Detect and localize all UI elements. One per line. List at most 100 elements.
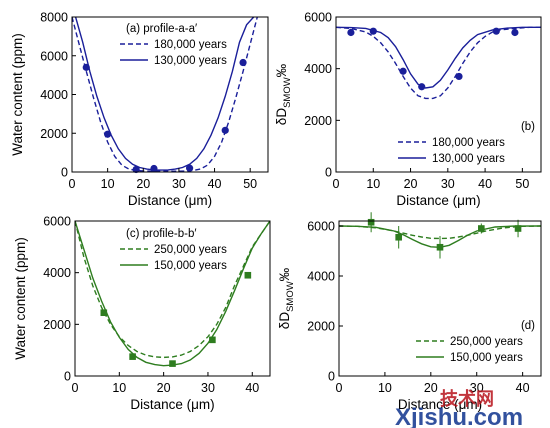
y-label-unit: ‰: [277, 267, 292, 281]
y-label-sub: SMOW: [285, 281, 296, 312]
y-label-main: δD: [274, 108, 289, 126]
data-point: [492, 27, 500, 35]
legend-title: (a) profile-a-a′: [126, 23, 197, 35]
legend-title: (d): [521, 320, 535, 332]
watermark-latin: Xjishu.com: [395, 404, 523, 428]
chart-panel-a: 0 10 20 30 40 50 0 2000 4000 6000 8000 Distance (μm…: [10, 11, 269, 208]
y-tick-label: 8000: [40, 11, 68, 25]
legend-entry: 250,000 years: [450, 336, 523, 348]
data-point: [347, 28, 355, 37]
data-point: [399, 67, 407, 75]
data-point: [186, 164, 194, 172]
series-line-a-0: [72, 17, 258, 172]
data-point: [244, 271, 252, 279]
x-tick-label: 30: [201, 381, 215, 395]
data-point: [129, 353, 136, 360]
y-axis-label: Water content (ppm): [10, 33, 25, 156]
plot-frame: [335, 16, 542, 173]
x-tick-label: 30: [441, 177, 455, 191]
y-label-sub: SMOW: [282, 77, 293, 108]
chart-panel-d: 0 10 20 30 40 0 2000 4000 6000 Distance (μm) δDSMO…: [277, 212, 542, 412]
data-point: [455, 72, 463, 81]
legend-entry: 150,000 years: [450, 352, 523, 364]
y-tick-label: 0: [64, 370, 71, 384]
legend-entry: 150,000 years: [154, 260, 227, 272]
y-tick-label: 6000: [40, 49, 68, 63]
x-tick-label: 0: [336, 381, 343, 395]
y-tick-label: 0: [61, 166, 68, 180]
plot-frame: [74, 220, 271, 377]
series-line-a-1: [74, 17, 255, 171]
y-tick-label: 2000: [307, 320, 335, 334]
x-tick-label: 10: [112, 381, 126, 395]
y-tick-label: 4000: [307, 270, 335, 284]
x-tick-label: 0: [69, 177, 76, 191]
data-point: [209, 336, 216, 344]
x-tick-label: 10: [101, 177, 115, 191]
series-line-c-0: [75, 221, 270, 359]
x-tick-label: 40: [516, 381, 530, 395]
data-point: [169, 360, 176, 367]
series-line-b-1: [336, 26, 541, 89]
y-tick-label: 2000: [43, 318, 71, 332]
series-line-c-1: [75, 221, 270, 367]
data-point: [514, 225, 522, 232]
y-tick-label: 0: [325, 166, 332, 180]
x-tick-label: 40: [245, 381, 259, 395]
chart-panel-b: 0 10 20 30 40 50 0 2000 4000 6000 Distance (μm) δDS…: [274, 11, 542, 208]
data-point: [100, 309, 108, 317]
data-point: [478, 225, 485, 232]
series-line-d-1: [339, 225, 541, 249]
legend-entry: 130,000 years: [432, 153, 505, 165]
legend-entry: 180,000 years: [154, 39, 227, 51]
x-tick-label: 20: [136, 177, 150, 191]
x-tick-label: 30: [172, 177, 186, 191]
x-tick-label: 0: [72, 381, 79, 395]
y-tick-label: 4000: [43, 266, 71, 280]
x-tick-label: 50: [515, 177, 529, 191]
chart-panel-c: 0 10 20 30 40 0 2000 4000 6000 Distance (μm) Water…: [13, 215, 271, 412]
data-point: [369, 27, 377, 35]
y-tick-label: 6000: [304, 11, 332, 25]
x-tick-label: 20: [157, 381, 171, 395]
y-tick-label: 6000: [307, 220, 335, 234]
data-point: [511, 28, 519, 37]
x-tick-label: 40: [208, 177, 222, 191]
x-tick-label: 20: [404, 177, 418, 191]
series-line-b-0: [336, 26, 541, 100]
data-point: [239, 58, 247, 67]
x-tick-label: 20: [424, 381, 438, 395]
y-axis-label: Water content (ppm): [13, 237, 28, 360]
data-point: [82, 63, 90, 71]
y-axis-label: δDSMOW‰: [277, 267, 296, 329]
data-point: [367, 218, 375, 226]
legend-title: (c) profile-b-b′: [126, 228, 197, 240]
y-axis-label: δDSMOW‰: [274, 63, 293, 125]
data-point: [104, 130, 112, 138]
legend-title: (b): [521, 121, 535, 133]
watermark-cn: 技术网: [440, 388, 494, 409]
x-tick-label: 30: [470, 381, 484, 395]
x-tick-label: 50: [243, 177, 257, 191]
x-axis-label: Distance (μm): [398, 397, 482, 412]
legend-entry: 130,000 years: [154, 55, 227, 67]
x-tick-label: 10: [366, 177, 380, 191]
y-label-unit: ‰: [274, 63, 289, 77]
data-point: [132, 165, 140, 174]
y-tick-label: 6000: [43, 215, 71, 229]
y-tick-label: 4000: [304, 62, 332, 76]
x-axis-label: Distance (μm): [130, 397, 214, 412]
plot-frame: [338, 220, 542, 377]
data-point: [150, 164, 158, 173]
x-tick-label: 10: [378, 381, 392, 395]
legend-entry: 180,000 years: [432, 137, 505, 149]
y-tick-label: 2000: [304, 114, 332, 128]
data-point: [221, 126, 229, 134]
y-tick-label: 2000: [40, 127, 68, 141]
data-point: [418, 83, 426, 91]
data-point: [395, 233, 402, 241]
y-label-main: δD: [277, 312, 292, 330]
y-tick-label: 4000: [40, 88, 68, 102]
x-tick-label: 0: [333, 177, 340, 191]
